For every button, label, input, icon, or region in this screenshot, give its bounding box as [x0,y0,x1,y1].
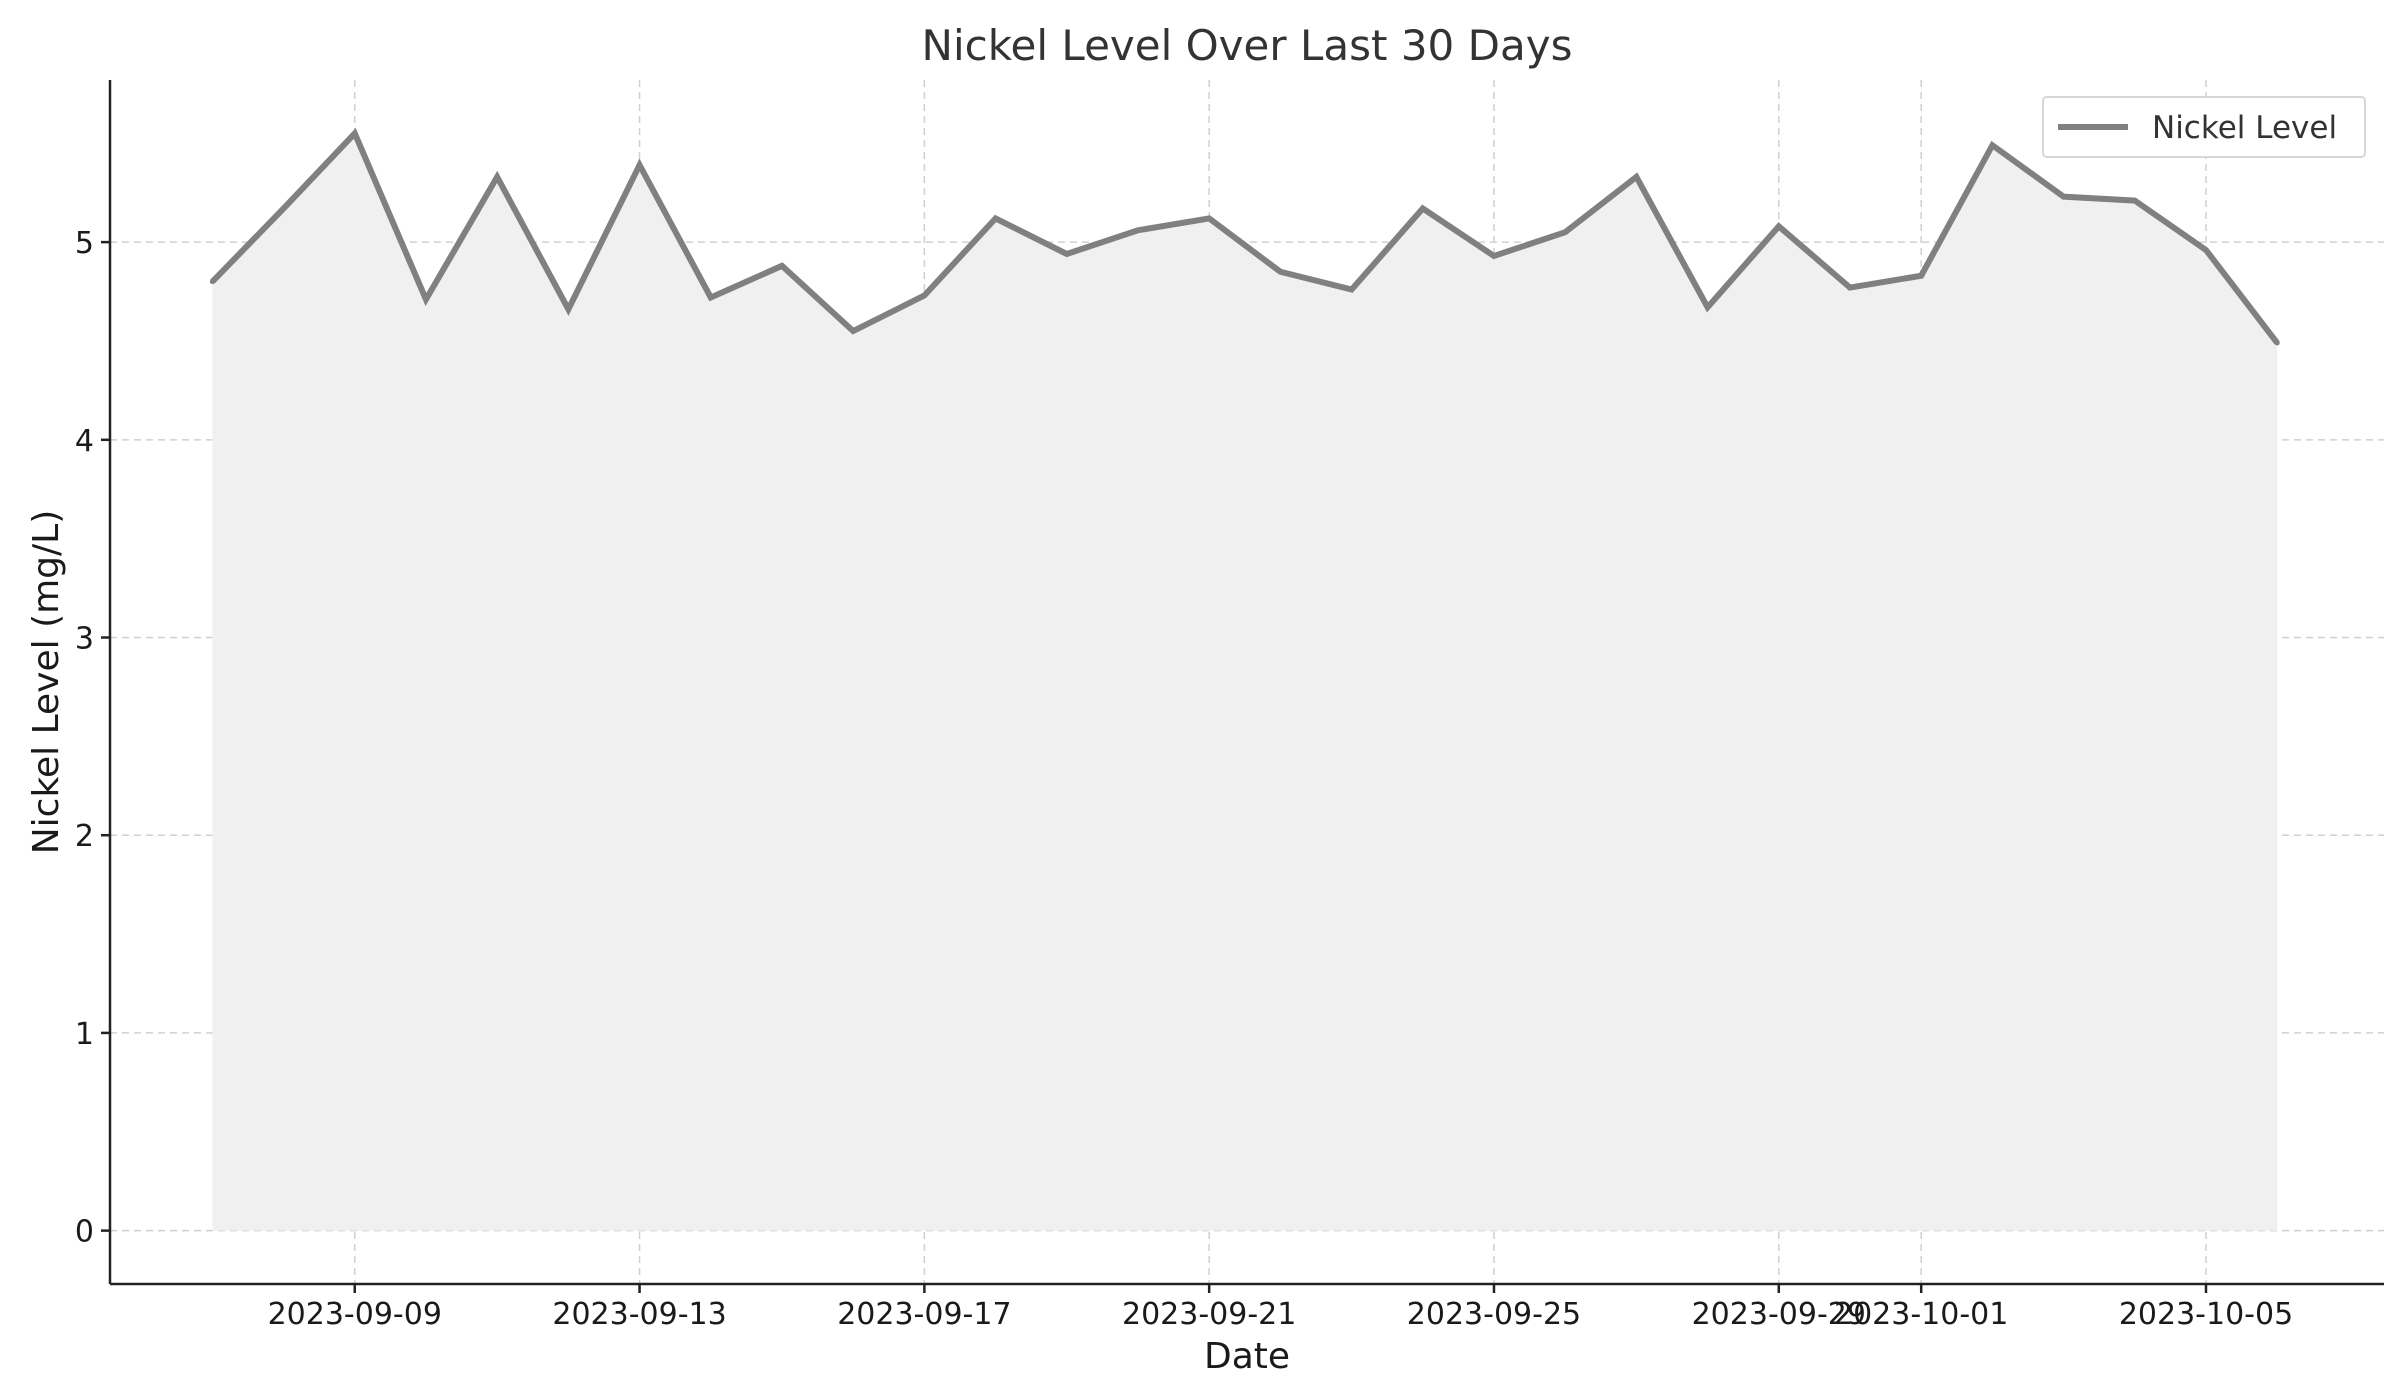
data-point [1918,273,1924,279]
x-ticks: 2023-09-09 2023-09-13 2023-09-17 2023-09-21… [268,1284,2293,1332]
x-tick-label: 2023-09-13 [552,1297,726,1332]
data-point [1562,229,1568,235]
data-point [708,294,714,300]
data-point [2061,194,2067,200]
y-tick-label: 4 [75,424,94,459]
data-point [1491,253,1497,259]
data-point [565,306,571,312]
x-tick-label: 2023-10-05 [2119,1297,2293,1332]
data-point [1135,227,1141,233]
y-tick-label: 1 [75,1017,94,1052]
data-point [779,263,785,269]
data-point [850,328,856,334]
data-point [1989,142,1995,148]
legend: Nickel Level [2042,96,2366,158]
plot-area [209,128,2280,1231]
x-axis-label: Date [1204,1336,1290,1377]
data-point [1277,269,1283,275]
y-tick-label: 3 [75,622,94,657]
data-point [1349,287,1355,293]
y-ticks: 0 1 2 3 4 5 [75,226,110,1250]
data-point [352,130,358,136]
data-point [993,215,999,221]
data-point [494,174,500,180]
data-point [1847,285,1853,291]
data-point [2132,198,2138,204]
y-tick-label: 2 [75,819,94,854]
y-tick-label: 5 [75,226,94,261]
data-point [209,279,215,285]
data-point [1206,215,1212,221]
series-area-fill [212,133,2278,1231]
data-point [423,296,429,302]
series-line [210,128,2280,345]
x-tick-label: 2023-09-29 [1692,1297,1866,1332]
data-point [281,206,287,212]
data-point [1776,223,1782,229]
chart-title: Nickel Level Over Last 30 Days [922,21,1573,70]
x-tick-label: 2023-09-17 [837,1297,1011,1332]
axes [108,80,2384,1286]
x-tick-label: 2023-09-21 [1122,1297,1296,1332]
data-point [637,162,643,168]
legend-box [2042,96,2366,158]
data-point [1064,251,1070,257]
data-point [2203,247,2209,253]
x-tick-label: 2023-09-25 [1407,1297,1581,1332]
data-point [2274,340,2280,346]
x-tick-label: 2023-10-01 [1834,1297,2008,1332]
y-tick-label: 0 [75,1215,94,1250]
data-point [1420,206,1426,212]
data-point [1705,304,1711,310]
y-axis-label: Nickel Level (mg/L) [26,510,67,855]
x-tick-label: 2023-09-09 [268,1297,442,1332]
legend-label: Nickel Level [2152,110,2337,146]
data-point [1633,174,1639,180]
data-point [921,292,927,298]
